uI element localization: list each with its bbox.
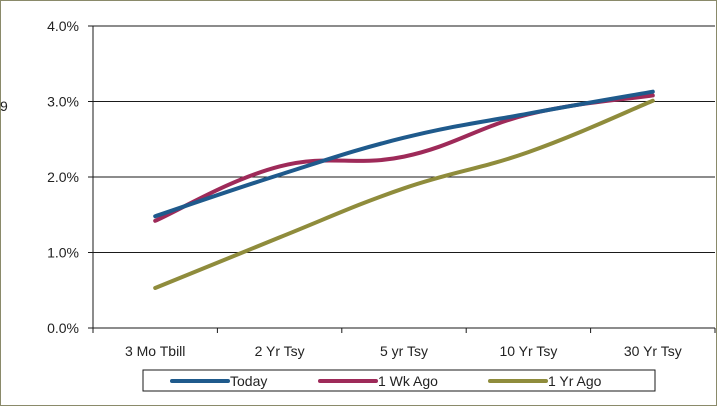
stray-label: 9 (0, 98, 8, 114)
x-tick-label: 3 Mo Tbill (125, 343, 185, 359)
series-line-1-yr-ago (153, 98, 655, 290)
y-tick-label: 1.0% (47, 245, 79, 261)
x-tick-label: 30 Yr Tsy (624, 343, 682, 359)
y-tick-label: 3.0% (47, 94, 79, 110)
legend-label-1-yr-ago: 1 Yr Ago (548, 373, 602, 389)
series-line-1-wk-ago (153, 93, 655, 223)
legend-label-1-wk-ago: 1 Wk Ago (378, 373, 438, 389)
series-line-today (153, 89, 655, 219)
y-tick-label: 2.0% (47, 169, 79, 185)
y-tick-label: 4.0% (47, 18, 79, 34)
x-tick-label: 2 Yr Tsy (255, 343, 305, 359)
x-tick-label: 5 yr Tsy (380, 343, 428, 359)
legend: Today 1 Wk Ago 1 Yr Ago (142, 369, 656, 392)
y-tick-label: 0.0% (47, 320, 79, 336)
legend-box (142, 369, 656, 392)
legend-label-today: Today (230, 373, 267, 389)
x-tick-label: 10 Yr Tsy (499, 343, 557, 359)
plot-area: 0.0% 1.0% 2.0% 3.0% 4.0% 3 Mo Tbill 2 Yr Tsy 5 … (47, 18, 716, 359)
